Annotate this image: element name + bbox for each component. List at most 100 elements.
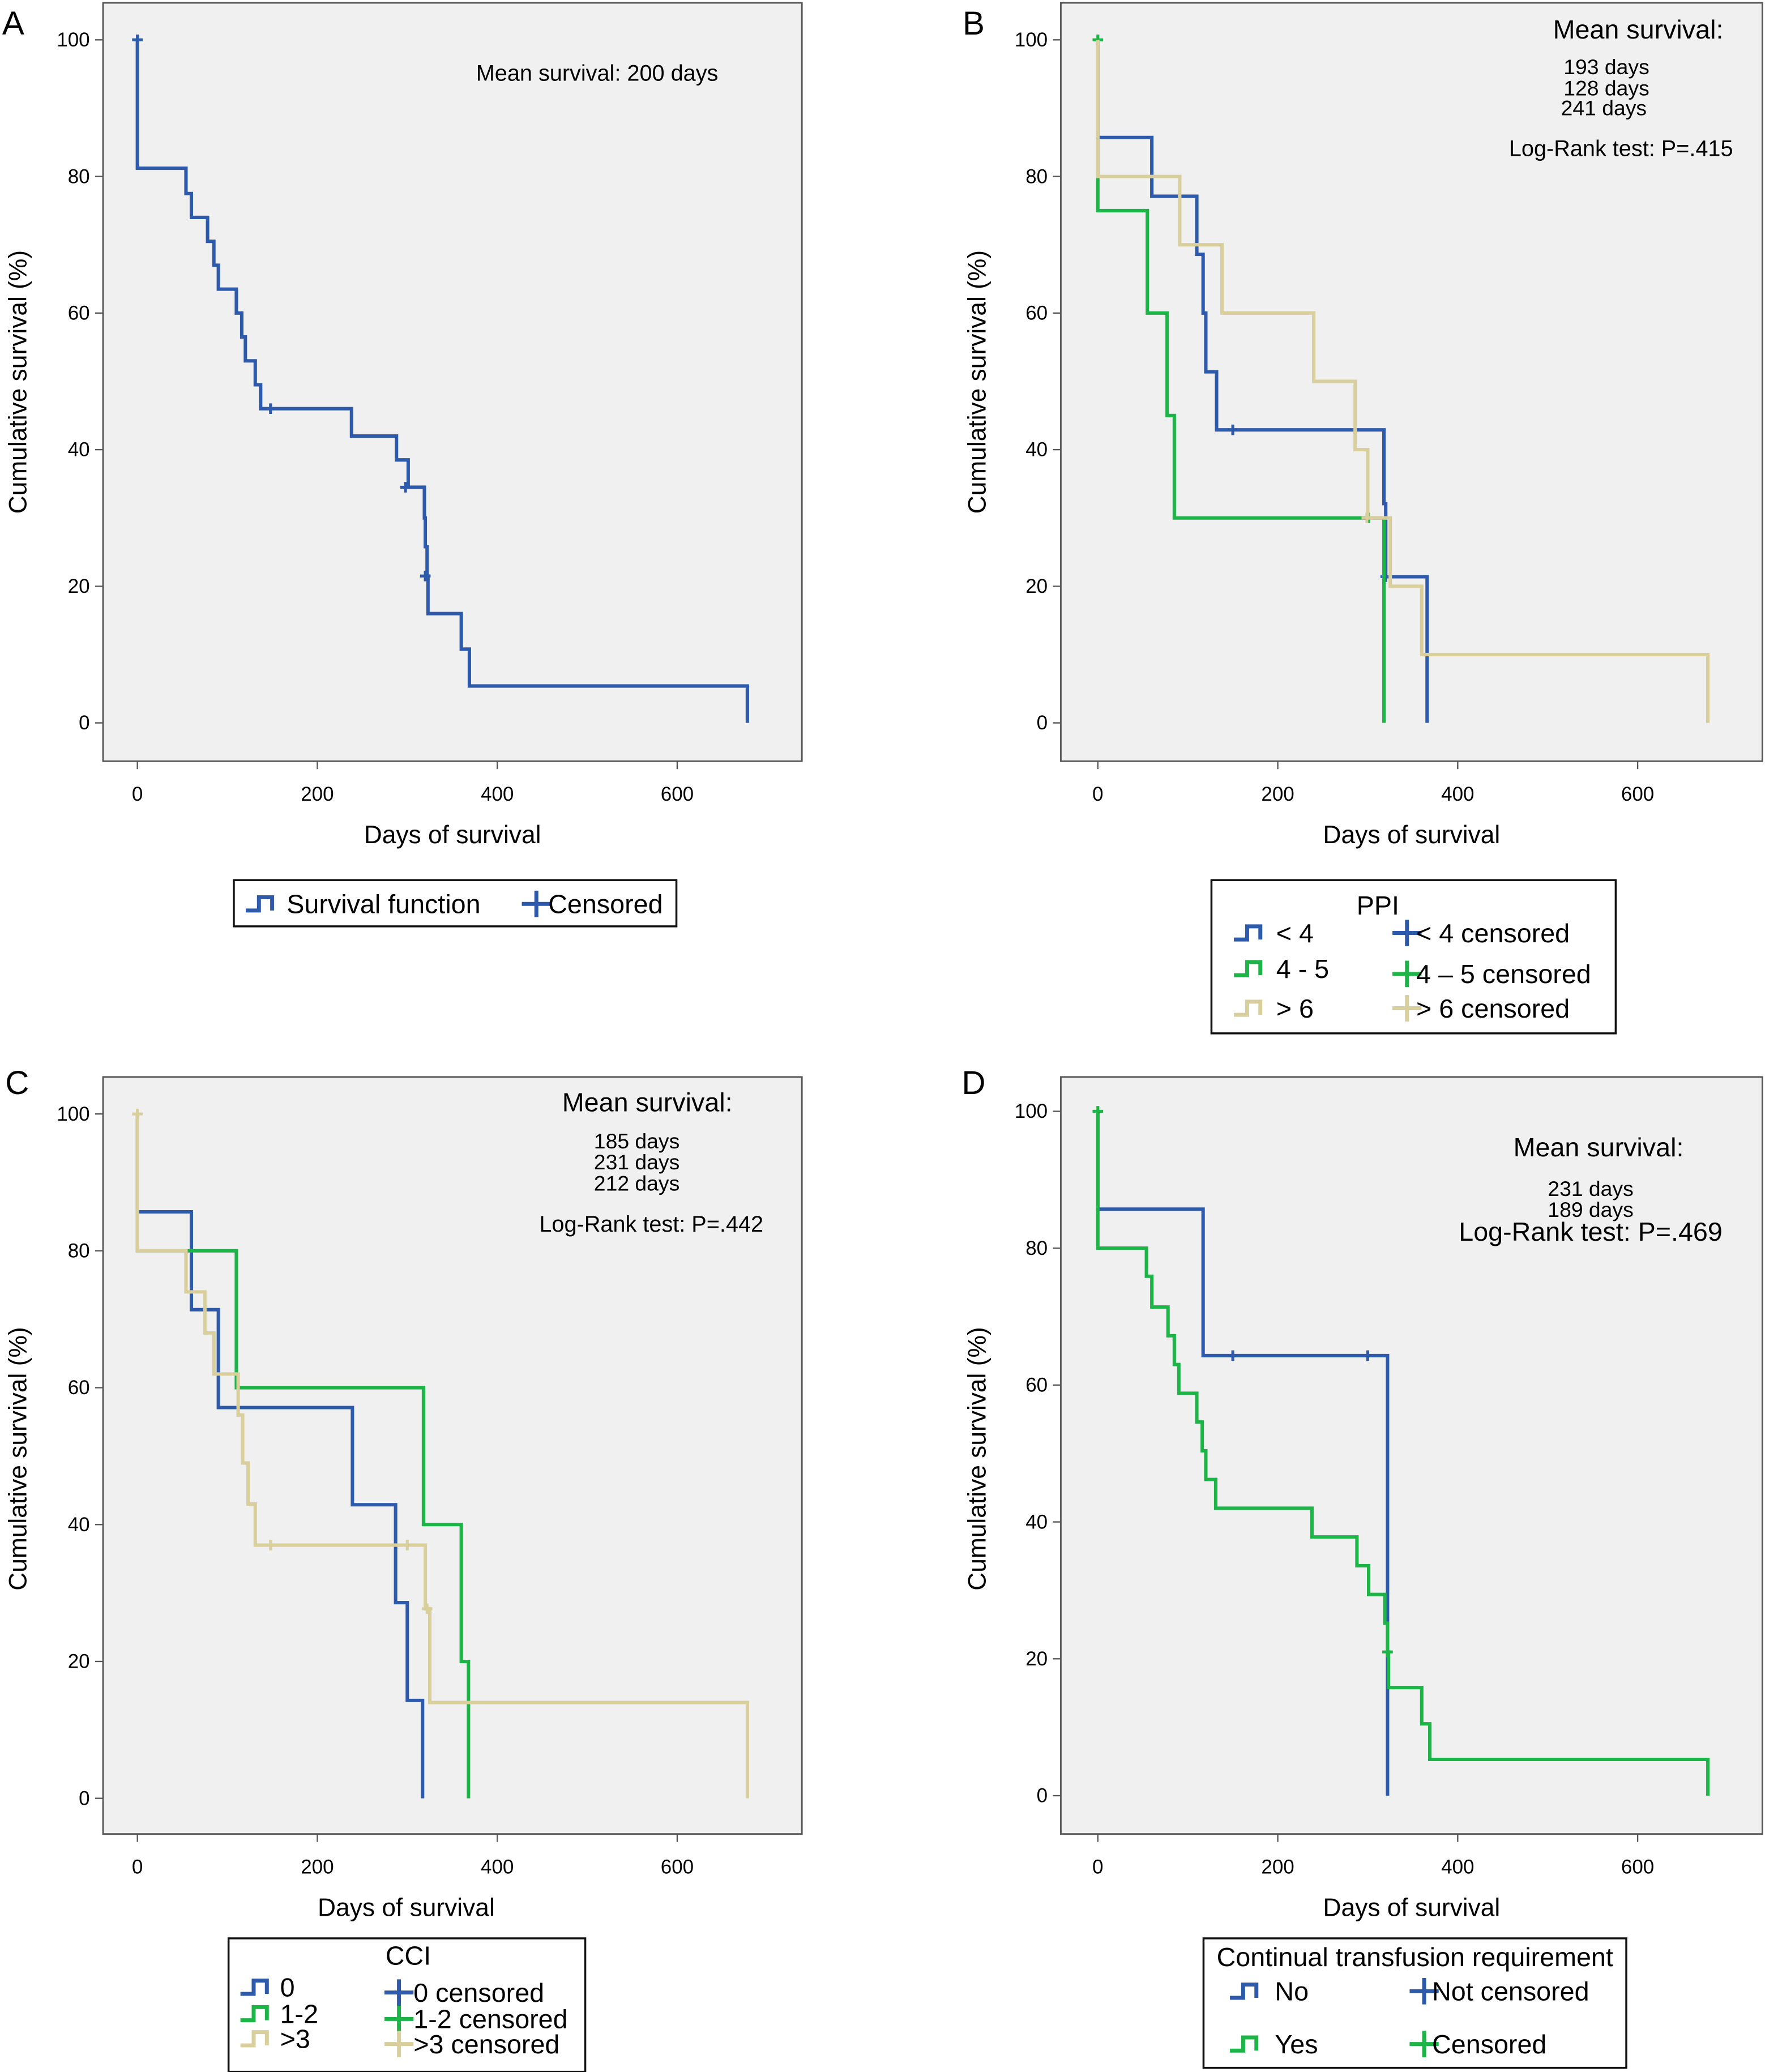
x-tick-label: 400 bbox=[481, 1856, 514, 1878]
legend-label: Not censored bbox=[1432, 1977, 1589, 2006]
x-tick-label: 600 bbox=[661, 1856, 694, 1878]
legend-label: >3 bbox=[280, 2024, 310, 2054]
panel-letter: A bbox=[2, 5, 24, 42]
annotation: 193 days bbox=[1563, 55, 1649, 79]
censor-mark bbox=[1361, 512, 1373, 524]
legend-label: No bbox=[1275, 1977, 1309, 2006]
legend-censor-icon bbox=[1392, 920, 1422, 946]
legend-label: > 6 censored bbox=[1416, 994, 1570, 1023]
legend-label: 1-2 bbox=[280, 1999, 318, 2028]
y-tick-label: 80 bbox=[68, 165, 90, 187]
legend-censor-icon bbox=[1409, 1977, 1439, 2005]
annotation: 185 days bbox=[594, 1129, 679, 1153]
y-tick-label: 60 bbox=[68, 302, 90, 324]
y-tick-label: 20 bbox=[1025, 575, 1048, 597]
annotation: Log-Rank test: P=.469 bbox=[1459, 1217, 1723, 1246]
panel-b: B 0 20 40 60 80 100 0 200 400 600 Days of survival C… bbox=[963, 2, 1763, 1035]
y-tick-label: 40 bbox=[1025, 1511, 1048, 1533]
legend-censor-icon bbox=[522, 890, 551, 917]
annotation: Mean survival: bbox=[562, 1087, 733, 1117]
legend-label: Censored bbox=[1432, 2030, 1546, 2059]
plot-area bbox=[102, 1076, 803, 1835]
x-tick-label: 0 bbox=[1092, 1856, 1103, 1878]
legend: PPI < 4 4 - 5 > 6 < 4 censored 4 – 5 censored… bbox=[1210, 879, 1617, 1035]
x-tick-label: 200 bbox=[301, 783, 334, 805]
legend-box bbox=[227, 1937, 587, 2072]
y-tick-label: 100 bbox=[57, 29, 89, 51]
y-tick-label: 100 bbox=[1015, 1100, 1048, 1122]
legend-step-icon bbox=[245, 895, 275, 913]
censor-mark bbox=[401, 1540, 413, 1550]
legend-box bbox=[1202, 1937, 1627, 2069]
x-tick-label: 0 bbox=[1092, 783, 1103, 805]
censor-mark bbox=[421, 1603, 433, 1614]
y-tick-label: 60 bbox=[1025, 1374, 1048, 1396]
annotation: Log-Rank test: P=.415 bbox=[1509, 136, 1733, 161]
panel-d: D 0 20 40 60 80 100 0 200 400 600 Days of survival C… bbox=[961, 1065, 1763, 2069]
legend-step-icon bbox=[1234, 960, 1263, 977]
y-tick-label: 20 bbox=[68, 1651, 90, 1673]
x-axis-label: Days of survival bbox=[1323, 821, 1501, 849]
legend-step-icon bbox=[1230, 1983, 1259, 2000]
panel-letter: B bbox=[963, 5, 985, 42]
panel-c: C 0 20 40 60 80 100 0 200 400 600 Days of survival C… bbox=[5, 1065, 803, 2072]
y-tick-label: 80 bbox=[1025, 165, 1048, 187]
legend-label: 0 bbox=[280, 1973, 295, 2002]
y-tick-label: 20 bbox=[1025, 1648, 1048, 1670]
x-tick-label: 400 bbox=[1441, 1856, 1474, 1878]
y-axis-label: Cumulative survival (%) bbox=[963, 1327, 991, 1590]
censor-mark bbox=[1227, 1350, 1238, 1361]
x-tick-label: 0 bbox=[132, 783, 143, 805]
panel-letter: D bbox=[961, 1065, 985, 1101]
legend-title: Continual transfusion requirement bbox=[1217, 1942, 1613, 1972]
legend-label: < 4 censored bbox=[1416, 918, 1570, 948]
censor-mark bbox=[400, 482, 411, 493]
x-tick-label: 400 bbox=[481, 783, 514, 805]
legend-box bbox=[233, 879, 678, 928]
plot-area bbox=[1060, 2, 1763, 762]
survival-curve-2 bbox=[1096, 40, 1710, 723]
y-tick-label: 100 bbox=[1015, 29, 1048, 51]
legend-step-icon bbox=[1230, 2035, 1259, 2053]
y-tick-label: 40 bbox=[68, 1514, 90, 1536]
y-axis-label: Cumulative survival (%) bbox=[5, 250, 32, 514]
legend-label: Yes bbox=[1275, 2030, 1318, 2059]
y-tick-label: 100 bbox=[57, 1103, 89, 1125]
y-axis-label: Cumulative survival (%) bbox=[963, 250, 991, 514]
y-tick-label: 0 bbox=[1037, 712, 1048, 734]
legend-label: 4 – 5 censored bbox=[1416, 959, 1591, 989]
annotation: 231 days bbox=[1548, 1177, 1633, 1201]
legend-censor-icon bbox=[1392, 995, 1422, 1022]
legend-censor-icon bbox=[1392, 960, 1422, 988]
censor-mark bbox=[1382, 1646, 1393, 1657]
legend-censor-icon bbox=[384, 2005, 414, 2032]
legend: Survival function Censored bbox=[233, 879, 678, 928]
censor-mark bbox=[420, 570, 431, 582]
x-axis-label: Days of survival bbox=[1323, 1894, 1501, 1921]
survival-curve-1 bbox=[1096, 40, 1386, 723]
survival-curve-0 bbox=[1096, 40, 1429, 723]
censor-mark bbox=[1362, 1350, 1373, 1361]
annotation: 189 days bbox=[1548, 1198, 1633, 1221]
censor-mark bbox=[265, 403, 276, 415]
annotation: Mean survival: bbox=[1514, 1133, 1684, 1162]
censor-mark bbox=[265, 1540, 276, 1550]
annotation: 241 days bbox=[1561, 96, 1647, 119]
legend-step-icon bbox=[1234, 924, 1263, 942]
annotation: Mean survival: bbox=[1553, 15, 1724, 44]
annotation: Log-Rank test: P=.442 bbox=[539, 1212, 763, 1237]
y-tick-label: 60 bbox=[68, 1377, 90, 1399]
survival-curve-1 bbox=[1096, 1111, 1710, 1796]
panel-a: A 0 20 40 60 80 100 0 200 400 600 Days of survival C… bbox=[2, 2, 803, 928]
legend-title: PPI bbox=[1357, 891, 1399, 920]
plot-area bbox=[102, 2, 803, 762]
legend-step-icon bbox=[240, 1979, 269, 1996]
survival-curve-0 bbox=[135, 40, 749, 723]
censor-mark bbox=[1227, 424, 1238, 435]
y-tick-label: 20 bbox=[68, 575, 90, 597]
x-axis-label: Days of survival bbox=[364, 821, 541, 849]
legend: Continual transfusion requirement No Yes No… bbox=[1202, 1937, 1627, 2069]
legend-label: 0 censored bbox=[413, 1978, 544, 2007]
